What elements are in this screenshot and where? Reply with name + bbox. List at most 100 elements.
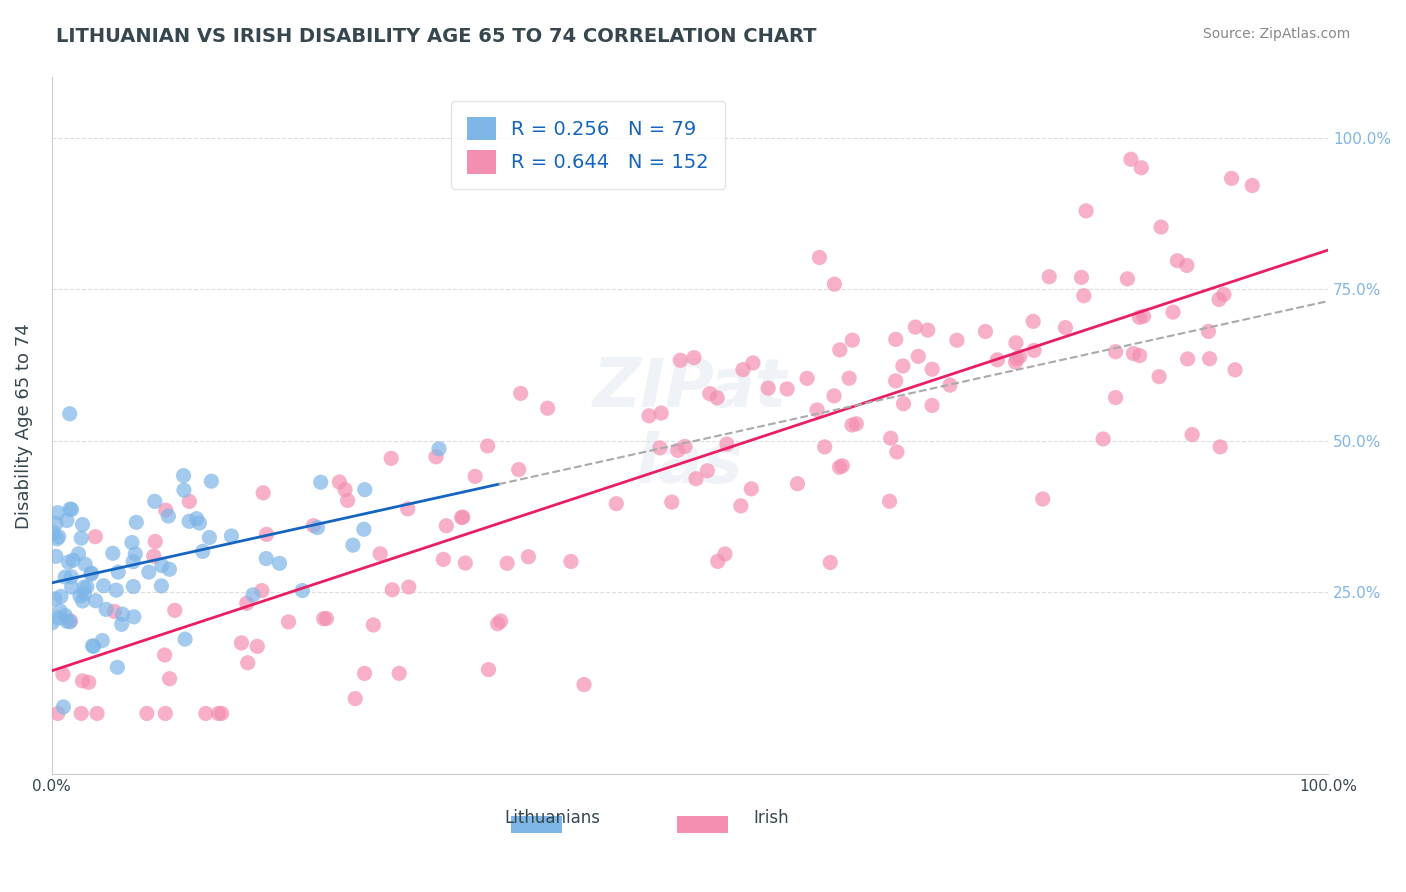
Point [536, 401, 558, 416]
Point [396, 501, 419, 516]
Point [246, 640, 269, 654]
Point [111, 607, 134, 622]
Point [363, 618, 385, 632]
Point [250, 583, 273, 598]
Point [44, 591, 66, 606]
Point [884, 374, 907, 388]
Point [45, 516, 67, 531]
Point [353, 666, 375, 681]
Point [786, 476, 808, 491]
Point [122, 610, 145, 624]
Point [432, 552, 454, 566]
Point [72, 517, 94, 532]
Point [312, 612, 335, 626]
Point [696, 464, 718, 478]
Point [1223, 363, 1246, 377]
Point [41, 615, 63, 630]
Point [153, 648, 176, 662]
Point [731, 362, 754, 376]
Point [886, 445, 908, 459]
Point [105, 583, 128, 598]
Point [1008, 350, 1031, 364]
Point [143, 534, 166, 549]
Point [1175, 259, 1198, 273]
Point [808, 251, 831, 265]
Point [45, 549, 67, 564]
Point [1208, 293, 1230, 307]
Point [464, 469, 486, 483]
Point [388, 666, 411, 681]
Text: Source: ZipAtlas.com: Source: ZipAtlas.com [1202, 27, 1350, 41]
Point [67, 547, 90, 561]
Point [884, 332, 907, 346]
Point [509, 386, 531, 401]
Point [309, 475, 332, 490]
Point [291, 583, 314, 598]
Point [986, 352, 1008, 367]
Point [59, 502, 82, 516]
Point [242, 588, 264, 602]
Point [73, 587, 96, 601]
Point [302, 518, 325, 533]
Point [107, 565, 129, 579]
Point [58, 555, 80, 569]
Point [742, 356, 765, 370]
Point [1130, 161, 1153, 175]
Point [46, 532, 69, 546]
Point [714, 547, 737, 561]
Point [70, 531, 93, 545]
Text: Lithuanians: Lithuanians [505, 809, 600, 827]
Point [105, 660, 128, 674]
Point [806, 403, 828, 417]
Point [52, 667, 75, 681]
Point [685, 472, 707, 486]
Point [648, 441, 671, 455]
Point [252, 486, 274, 500]
Point [194, 706, 217, 721]
Point [666, 443, 689, 458]
Point [60, 570, 83, 584]
Point [605, 497, 627, 511]
Point [1166, 253, 1188, 268]
Point [904, 320, 927, 334]
Point [157, 509, 180, 524]
Point [823, 389, 845, 403]
Point [907, 350, 929, 364]
Point [699, 386, 721, 401]
Point [828, 343, 851, 357]
Point [434, 518, 457, 533]
Point [342, 538, 364, 552]
Point [814, 440, 837, 454]
Point [103, 604, 125, 618]
Point [344, 691, 367, 706]
Point [845, 417, 868, 431]
Point [661, 495, 683, 509]
Point [207, 706, 229, 721]
Point [188, 516, 211, 530]
Point [333, 483, 356, 497]
Point [1104, 344, 1126, 359]
Point [200, 474, 222, 488]
Point [740, 482, 762, 496]
Point [91, 633, 114, 648]
Point [49, 604, 72, 618]
Point [93, 579, 115, 593]
Point [307, 520, 329, 534]
Point [59, 407, 82, 421]
Y-axis label: Disability Age 65 to 74: Disability Age 65 to 74 [15, 323, 32, 529]
Point [235, 596, 257, 610]
Point [150, 558, 173, 573]
Point [46, 706, 69, 721]
Point [159, 672, 181, 686]
Point [179, 514, 201, 528]
Point [921, 399, 943, 413]
Point [48, 611, 70, 625]
Text: ZIPat
las: ZIPat las [593, 354, 787, 497]
Point [517, 549, 540, 564]
Point [53, 570, 76, 584]
Point [673, 440, 696, 454]
Point [62, 553, 84, 567]
Point [60, 580, 83, 594]
Point [1004, 355, 1026, 369]
Point [72, 594, 94, 608]
